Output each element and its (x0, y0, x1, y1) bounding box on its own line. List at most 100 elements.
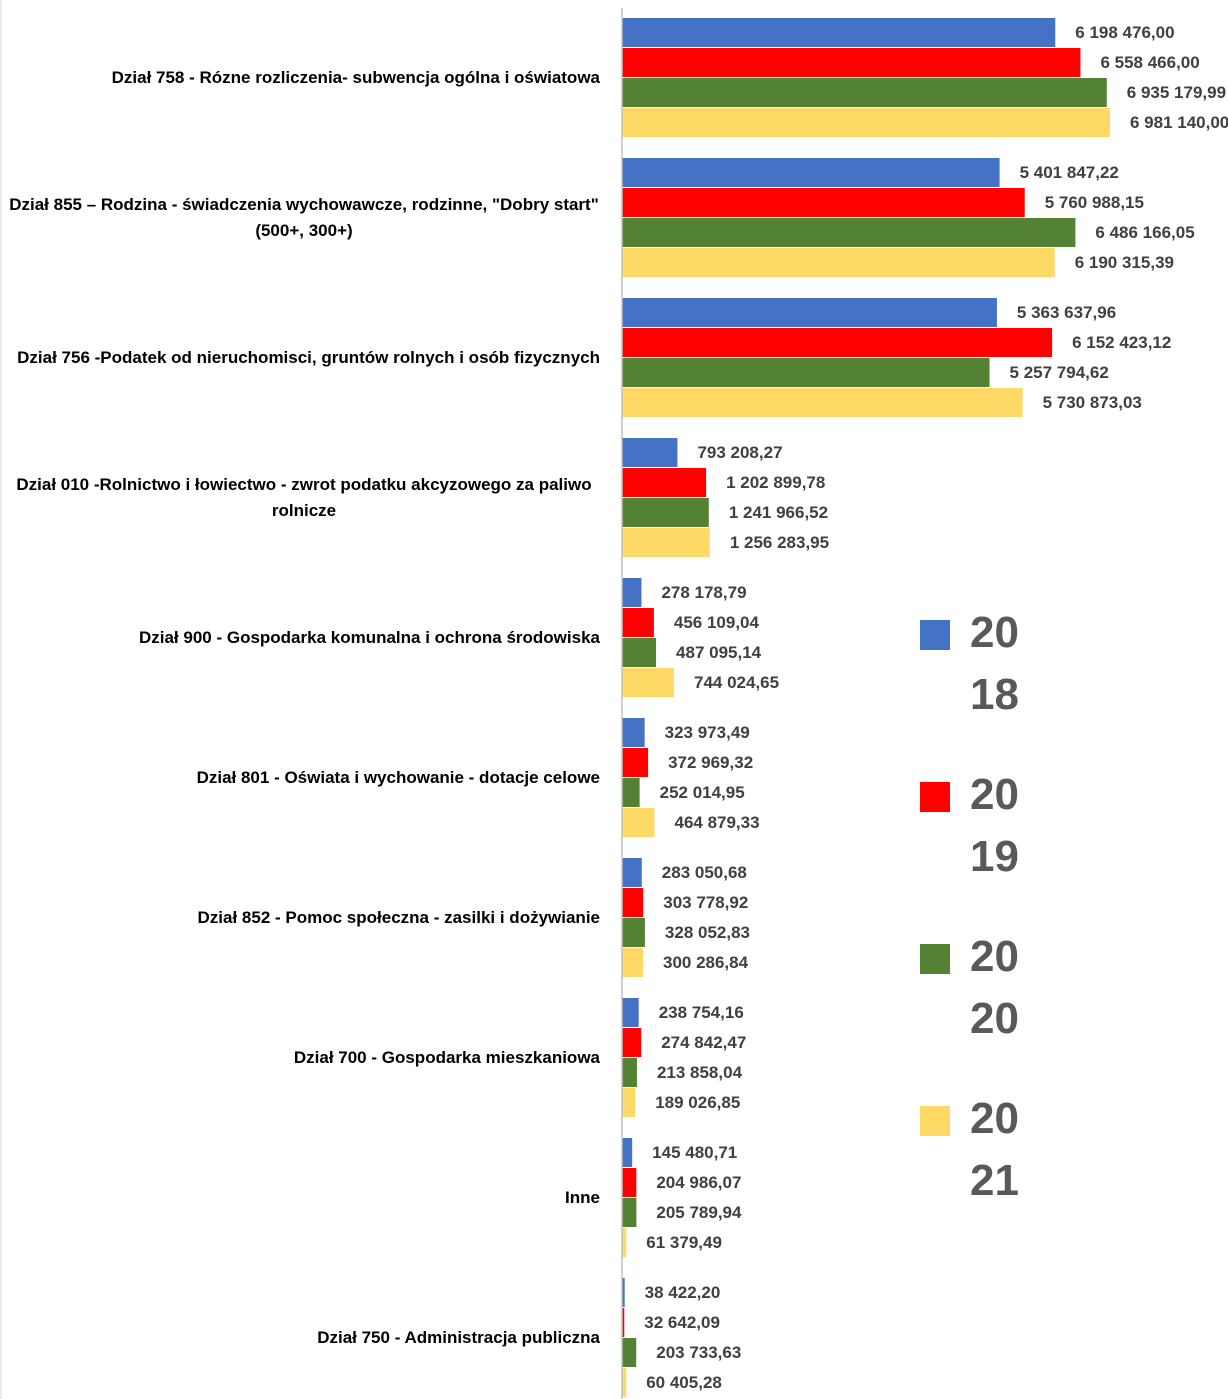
data-label: 487 095,14 (676, 643, 762, 662)
bar (622, 218, 1076, 247)
data-label: 323 973,49 (664, 723, 750, 742)
data-label: 6 152 423,12 (1072, 333, 1172, 352)
legend-swatch (920, 1106, 950, 1136)
bar (622, 668, 675, 697)
data-label: 278 178,79 (661, 583, 747, 602)
category-text: Inne (565, 1188, 600, 1207)
category-text: Dział 750 - Administracja publiczna (317, 1328, 600, 1347)
data-label: 32 642,09 (644, 1313, 720, 1332)
data-label: 744 024,65 (694, 673, 780, 692)
bar (622, 608, 654, 637)
category-label: Dział 900 - Gospodarka komunalna i ochro… (0, 612, 600, 664)
category-label: Dział 852 - Pomoc społeczna - zasilki i … (0, 892, 600, 944)
data-label: 252 014,95 (659, 783, 745, 802)
data-label: 5 760 988,15 (1044, 193, 1144, 212)
data-label: 300 286,84 (662, 953, 749, 972)
bar (622, 158, 1000, 187)
category-text: Dział 900 - Gospodarka komunalna i ochro… (138, 628, 600, 647)
category-text: Dział 700 - Gospodarka mieszkaniowa (293, 1048, 600, 1067)
category-label: Dział 010 -Rolnictwo i łowiectwo - zwrot… (0, 472, 600, 524)
bar (622, 1198, 637, 1227)
bar (622, 298, 997, 327)
bar (622, 498, 709, 527)
category-label: Dział 750 - Administracja publiczna (0, 1312, 600, 1364)
data-label: 6 190 315,39 (1074, 253, 1174, 272)
bar (622, 18, 1056, 47)
bar (622, 748, 649, 777)
bar (622, 1058, 637, 1087)
data-label: 189 026,85 (655, 1093, 741, 1112)
data-label: 328 052,83 (664, 923, 751, 942)
data-label: 6 486 166,05 (1095, 223, 1195, 242)
bar (622, 1088, 636, 1117)
bar (622, 998, 639, 1027)
data-label: 303 778,92 (663, 893, 749, 912)
data-label: 464 879,33 (674, 813, 760, 832)
data-label: 6 198 476,00 (1075, 23, 1175, 42)
legend-swatch (920, 944, 950, 974)
data-label: 793 208,27 (697, 443, 783, 462)
data-label: 205 789,94 (656, 1203, 742, 1222)
category-label: Dział 758 - Rózne rozliczenia- subwencja… (0, 52, 600, 104)
bar (622, 1228, 627, 1257)
data-label: 274 842,47 (661, 1033, 747, 1052)
legend-label: 2020 (970, 932, 1019, 1043)
bar (622, 108, 1110, 137)
data-label: 1 256 283,95 (729, 533, 830, 552)
bar (622, 1308, 625, 1337)
category-text: Dział 758 - Rózne rozliczenia- subwencja… (111, 68, 600, 87)
category-text: Dział 756 -Podatek od nieruchomisci, gru… (17, 348, 600, 367)
category-text: Dział 010 -Rolnictwo i łowiectwo - zwrot… (16, 475, 592, 520)
bar (622, 718, 645, 747)
data-label: 456 109,04 (673, 613, 759, 632)
data-label: 1 202 899,78 (726, 473, 826, 492)
data-label: 238 754,16 (658, 1003, 744, 1022)
bar (622, 358, 990, 387)
data-label: 6 981 140,00 (1130, 113, 1228, 132)
data-label: 5 363 637,96 (1016, 303, 1117, 322)
bar (622, 328, 1053, 357)
data-label: 60 405,28 (646, 1373, 722, 1392)
legend-swatch (920, 782, 950, 812)
bar (622, 78, 1107, 107)
bar (622, 468, 707, 497)
legend-label: 2018 (970, 608, 1019, 719)
bar (622, 638, 657, 667)
data-label: 5 730 873,03 (1042, 393, 1142, 412)
data-label: 6 558 466,00 (1100, 53, 1200, 72)
category-label: Dział 756 -Podatek od nieruchomisci, gru… (0, 332, 600, 384)
bar (622, 438, 678, 467)
data-label: 61 379,49 (646, 1233, 722, 1252)
data-label: 283 050,68 (661, 863, 747, 882)
data-label: 204 986,07 (656, 1173, 742, 1192)
legend-label: 2021 (970, 1094, 1019, 1205)
data-label: 372 969,32 (668, 753, 754, 772)
category-label: Dział 700 - Gospodarka mieszkaniowa (0, 1032, 600, 1084)
category-label: Dział 855 – Rodzina - świadczenia wychow… (0, 192, 600, 244)
bar (622, 778, 640, 807)
data-label: 5 257 794,62 (1009, 363, 1109, 382)
data-label: 203 733,63 (656, 1343, 742, 1362)
bar (622, 1278, 625, 1307)
data-label: 38 422,20 (644, 1283, 721, 1302)
bar (622, 248, 1055, 277)
data-label: 5 401 847,22 (1019, 163, 1119, 182)
bar (622, 918, 645, 947)
bar (622, 808, 655, 837)
data-label: 1 241 966,52 (728, 503, 829, 522)
bar (622, 858, 642, 887)
legend-label: 2019 (970, 770, 1019, 881)
category-text: Dział 852 - Pomoc społeczna - zasilki i … (197, 908, 600, 927)
bar (622, 188, 1025, 217)
bar (622, 528, 710, 557)
legend-swatch (920, 620, 950, 650)
data-label: 6 935 179,99 (1126, 83, 1227, 102)
bar (622, 48, 1081, 77)
category-text: Dział 801 - Oświata i wychowanie - dotac… (196, 768, 600, 787)
bar (622, 1168, 637, 1197)
bar (622, 888, 644, 917)
data-label: 145 480,71 (652, 1143, 738, 1162)
bar (622, 1028, 642, 1057)
